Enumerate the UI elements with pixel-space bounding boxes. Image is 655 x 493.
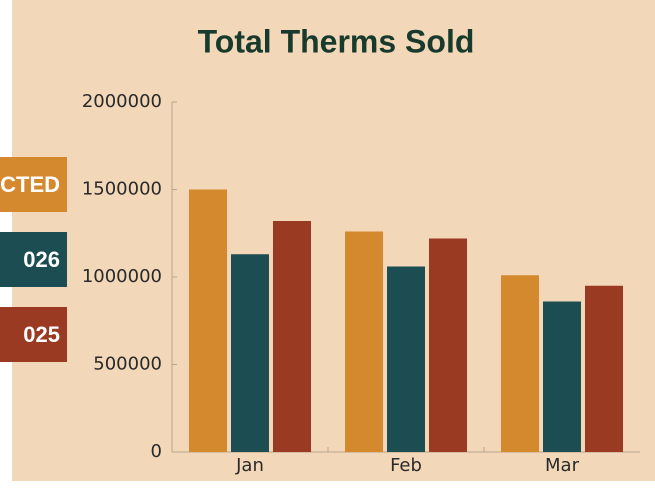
legend-swatch [0, 157, 67, 212]
y-tick-label: 500000 [93, 354, 162, 375]
y-tick-label: 2000000 [82, 91, 162, 112]
bar [387, 266, 425, 452]
x-tick-label: Feb [390, 455, 422, 476]
bar [501, 275, 539, 452]
x-tick-label: Jan [235, 455, 264, 476]
chart-title: Total Therms Sold [198, 23, 475, 59]
y-tick-label: 0 [151, 441, 162, 462]
bar [273, 221, 311, 452]
x-tick-label: Mar [545, 455, 580, 476]
legend-label: ECTED [0, 172, 60, 197]
bar [345, 231, 383, 452]
legend-label: 026 [23, 247, 60, 272]
legend-swatch [0, 232, 67, 287]
y-tick-label: 1500000 [82, 179, 162, 200]
legend-label: 025 [23, 322, 60, 347]
bar [429, 238, 467, 452]
bar [189, 189, 227, 452]
y-tick-label: 1000000 [82, 266, 162, 287]
legend-swatch [0, 307, 67, 362]
bar [231, 254, 269, 452]
bar [585, 285, 623, 452]
bar [543, 301, 581, 452]
